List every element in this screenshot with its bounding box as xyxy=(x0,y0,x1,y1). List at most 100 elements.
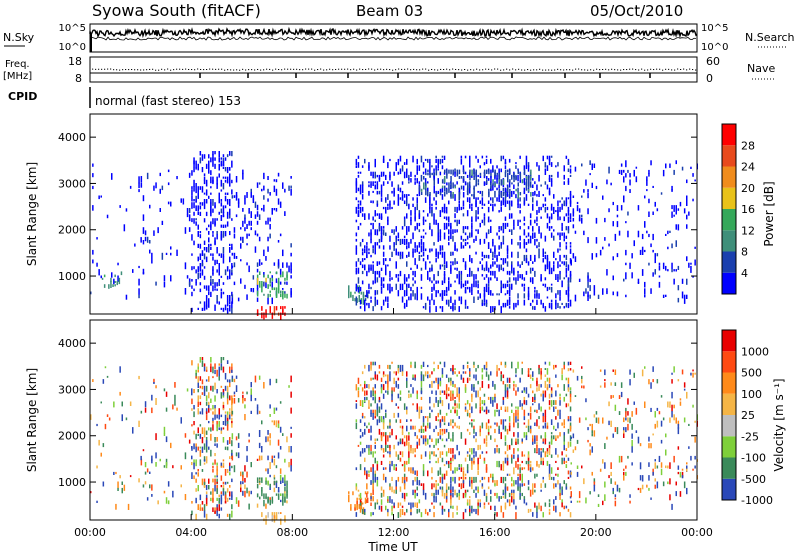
velocity-cell xyxy=(532,467,534,471)
velocity-cell xyxy=(389,448,391,452)
velocity-cell xyxy=(569,390,572,395)
power-cell xyxy=(229,256,231,261)
power-cell xyxy=(454,229,456,233)
velocity-cell xyxy=(569,406,572,412)
power-cell xyxy=(587,281,589,288)
velocity-cell xyxy=(569,361,572,365)
power-cell xyxy=(231,252,234,256)
velocity-cell xyxy=(389,374,391,382)
velocity-cell xyxy=(555,448,557,455)
power-cell xyxy=(435,158,437,163)
velocity-cell xyxy=(538,384,540,391)
power-cell xyxy=(454,306,456,311)
power-cell xyxy=(479,190,481,194)
power-cell xyxy=(487,178,490,181)
velocity-cell xyxy=(256,483,259,489)
velocity-cell xyxy=(452,393,454,401)
power-cell xyxy=(212,256,214,261)
power-cell xyxy=(433,188,435,194)
velocity-cell xyxy=(205,459,208,464)
power-cell xyxy=(548,286,551,290)
velocity-cell xyxy=(427,374,429,379)
power-cell xyxy=(429,200,431,206)
velocity-cell xyxy=(216,369,218,377)
power-cell xyxy=(557,277,559,282)
velocity-cell xyxy=(195,459,197,467)
velocity-cell xyxy=(462,512,465,520)
nave-dot xyxy=(476,68,478,70)
velocity-cell xyxy=(197,395,199,403)
power-cell xyxy=(498,235,500,240)
nave-dot xyxy=(344,68,346,70)
velocity-cell xyxy=(563,396,565,402)
power-cell xyxy=(669,163,671,168)
power-cell xyxy=(483,162,486,166)
power-cell xyxy=(550,286,553,293)
velocity-cell xyxy=(561,451,563,456)
power-cell xyxy=(201,272,204,276)
power-cell xyxy=(460,185,463,190)
nave-dot xyxy=(602,69,604,71)
power-cell xyxy=(435,169,438,176)
velocity-cell xyxy=(220,430,223,434)
colorbar-tick-label: 4 xyxy=(741,267,748,280)
power-cell xyxy=(641,249,644,255)
power-cell xyxy=(199,266,202,272)
power-cell xyxy=(399,197,402,200)
power-cell xyxy=(195,282,197,286)
velocity-cell xyxy=(452,406,454,410)
power-cell xyxy=(511,251,513,258)
velocity-cell xyxy=(517,409,519,415)
power-cell xyxy=(644,294,646,298)
velocity-cell xyxy=(498,448,500,454)
power-cell xyxy=(454,219,456,223)
power-cell xyxy=(374,290,376,296)
velocity-cell xyxy=(385,409,387,413)
power-cell xyxy=(186,214,189,218)
power-cell xyxy=(538,174,540,182)
power-cell xyxy=(218,199,220,204)
nave-dot xyxy=(485,68,487,70)
power-cell xyxy=(569,194,572,198)
velocity-cell xyxy=(226,392,229,399)
power-cell xyxy=(625,173,627,178)
velocity-cell xyxy=(443,473,446,480)
power-cell xyxy=(240,236,242,241)
power-cell xyxy=(391,251,393,257)
power-cell xyxy=(578,208,581,213)
power-cell xyxy=(199,301,202,304)
velocity-cell xyxy=(487,425,490,430)
velocity-cell xyxy=(224,411,227,414)
nave-dot xyxy=(353,68,355,70)
velocity-cell xyxy=(671,379,673,384)
power-cell xyxy=(466,274,469,277)
nave-dot xyxy=(350,69,352,71)
velocity-cell xyxy=(429,374,431,378)
velocity-cell xyxy=(201,501,204,505)
power-cell xyxy=(481,274,484,277)
power-cell xyxy=(380,190,383,197)
velocity-cell xyxy=(540,406,542,412)
power-cell xyxy=(395,274,397,278)
velocity-cell xyxy=(627,417,629,423)
velocity-cell xyxy=(284,496,286,502)
power-cell xyxy=(448,235,450,241)
velocity-cell xyxy=(372,361,374,366)
velocity-cell xyxy=(515,384,517,388)
power-cell xyxy=(498,264,500,270)
power-cell xyxy=(406,302,408,307)
velocity-cell xyxy=(506,486,509,491)
power-cell xyxy=(456,181,458,185)
velocity-cell xyxy=(277,420,280,424)
power-cell xyxy=(460,155,463,159)
velocity-cell xyxy=(629,494,631,498)
velocity-cell xyxy=(656,420,659,428)
power-cell xyxy=(494,169,496,174)
velocity-cell xyxy=(218,427,220,430)
velocity-cell xyxy=(382,467,385,470)
velocity-cell xyxy=(542,476,544,480)
power-cell xyxy=(439,171,442,176)
velocity-cell xyxy=(240,471,242,477)
velocity-cell xyxy=(635,407,638,415)
power-cell xyxy=(406,216,408,219)
